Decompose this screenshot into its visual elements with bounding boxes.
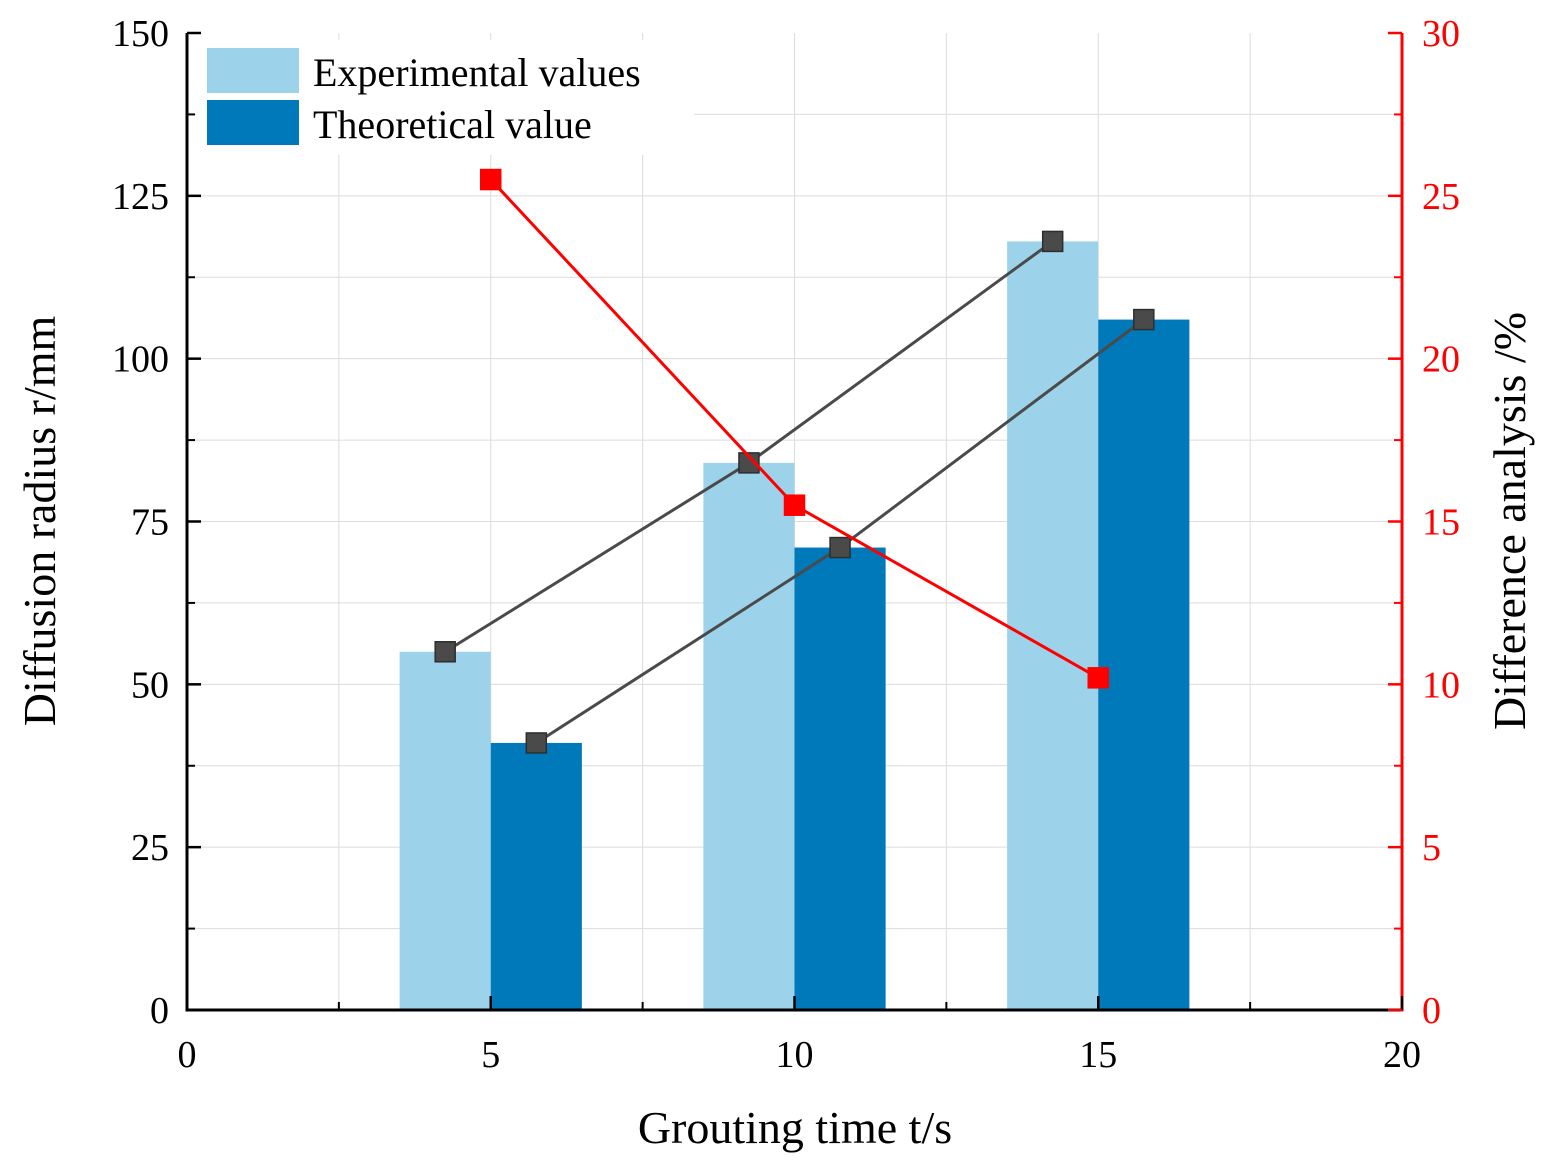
x-tick-label: 0 bbox=[178, 1034, 197, 1076]
bar-theoretical bbox=[490, 742, 582, 1010]
marker-theoretical-trend bbox=[829, 536, 851, 559]
y-tick-label: 50 bbox=[131, 664, 169, 706]
line-layer bbox=[434, 168, 1155, 754]
y2-tick-label: 20 bbox=[1422, 339, 1460, 381]
x-tick-label: 5 bbox=[481, 1034, 500, 1076]
marker-difference bbox=[783, 494, 806, 516]
marker-theoretical-trend bbox=[1133, 308, 1155, 331]
marker-difference bbox=[480, 168, 502, 191]
bar-experimental bbox=[703, 462, 795, 1010]
y-tick-label: 0 bbox=[150, 990, 169, 1032]
bar-theoretical bbox=[1098, 319, 1190, 1010]
x-tick-label: 10 bbox=[776, 1034, 814, 1076]
y-tick-label: 100 bbox=[112, 339, 169, 381]
y-tick-label: 75 bbox=[131, 502, 169, 544]
marker-theoretical-trend bbox=[525, 732, 548, 754]
bar-theoretical bbox=[794, 547, 886, 1010]
y-tick-label: 125 bbox=[112, 176, 169, 218]
y2-tick-label: 10 bbox=[1422, 664, 1460, 706]
x-tick-label: 15 bbox=[1079, 1034, 1117, 1076]
legend-swatch-experimental bbox=[207, 48, 299, 93]
y-tick-label: 25 bbox=[131, 827, 169, 869]
marker-experimental-trend bbox=[434, 641, 456, 663]
legend-label-experimental: Experimental values bbox=[313, 50, 641, 95]
legend-swatch-theoretical bbox=[207, 100, 299, 145]
y2-tick-label: 15 bbox=[1422, 502, 1460, 544]
y-axis-title: Diffusion radius r/mm bbox=[14, 316, 65, 727]
x-axis-title: Grouting time t/s bbox=[638, 1102, 952, 1153]
bar-layer bbox=[399, 241, 1190, 1011]
y2-tick-label: 0 bbox=[1422, 990, 1441, 1032]
marker-experimental-trend bbox=[1041, 230, 1064, 253]
bar-experimental bbox=[399, 651, 491, 1010]
y2-tick-label: 30 bbox=[1422, 13, 1460, 55]
y2-axis-title: Difference analysis /% bbox=[1484, 312, 1535, 730]
y-tick-label: 150 bbox=[112, 13, 169, 55]
y2-tick-label: 25 bbox=[1422, 176, 1460, 218]
marker-difference bbox=[1087, 667, 1109, 689]
y2-tick-label: 5 bbox=[1422, 827, 1441, 869]
x-tick-label: 20 bbox=[1383, 1034, 1421, 1076]
marker-experimental-trend bbox=[738, 452, 760, 474]
bar-experimental bbox=[1007, 241, 1099, 1011]
legend-layer: Experimental values Theoretical value bbox=[196, 40, 694, 155]
legend-label-theoretical: Theoretical value bbox=[313, 102, 592, 147]
